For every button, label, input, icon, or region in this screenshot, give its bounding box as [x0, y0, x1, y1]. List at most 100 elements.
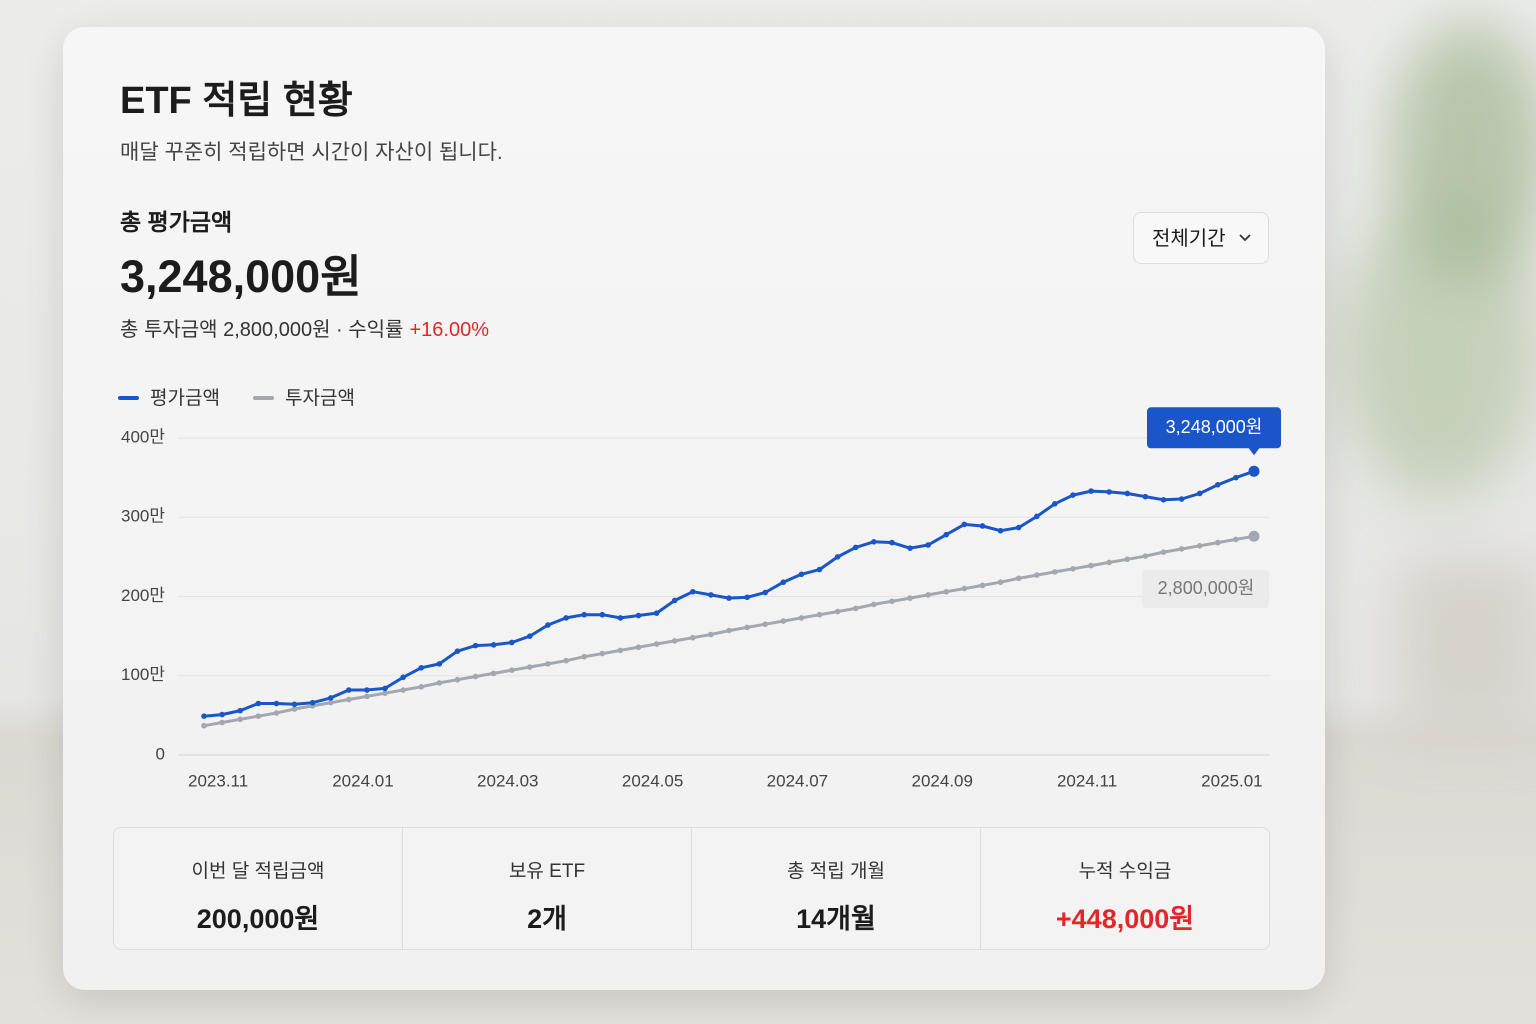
data-point — [852, 544, 859, 551]
data-point — [219, 719, 225, 726]
data-point — [1070, 492, 1076, 498]
data-point — [1088, 562, 1094, 569]
series-line — [203, 469, 1255, 718]
data-point — [689, 588, 696, 595]
x-tick-label: 2024.03 — [477, 771, 538, 790]
data-point — [201, 722, 207, 729]
background-plant — [1390, 20, 1536, 280]
data-point — [708, 592, 714, 598]
data-point — [798, 571, 805, 578]
callout-label: 3,248,000원 — [1166, 417, 1263, 437]
data-point — [1106, 559, 1112, 566]
data-point — [599, 611, 606, 618]
data-point — [1178, 546, 1185, 552]
data-point — [255, 713, 262, 719]
data-point — [1233, 474, 1239, 481]
data-point — [1124, 490, 1131, 497]
data-point — [1015, 524, 1022, 531]
x-tick-label: 2024.05 — [622, 771, 683, 790]
callout-box — [1147, 407, 1281, 449]
data-point — [617, 615, 624, 621]
y-tick-label: 100만 — [121, 665, 165, 684]
data-point — [925, 592, 931, 598]
stat: 총 적립 개월 14개월 — [692, 828, 981, 949]
data-point — [816, 611, 823, 618]
data-point — [237, 716, 244, 723]
stat-label: 누적 수익금 — [1078, 861, 1172, 882]
data-point — [527, 633, 533, 639]
stat-value: +448,000원 — [1055, 904, 1195, 934]
data-point — [834, 608, 841, 615]
data-point — [382, 690, 388, 696]
stat: 누적 수익금 +448,000원 — [981, 828, 1269, 949]
x-tick-label: 2025.01 — [1201, 771, 1262, 790]
data-point — [617, 647, 624, 654]
data-point — [327, 695, 334, 701]
summary-detail: 총 투자금액 2,800,000원 · 수익률 +16.00% — [120, 320, 489, 340]
data-point — [726, 595, 732, 601]
data-point — [400, 687, 406, 693]
data-point — [472, 642, 479, 649]
data-point — [871, 601, 877, 608]
data-point — [1178, 496, 1185, 502]
stat-value: 200,000원 — [196, 904, 320, 934]
data-point — [1196, 542, 1203, 549]
data-point — [925, 542, 931, 548]
stat-label: 이번 달 적립금액 — [191, 861, 325, 882]
data-point — [291, 701, 298, 708]
data-point — [852, 605, 859, 612]
y-tick-label: 400만 — [121, 427, 165, 446]
data-point — [1124, 556, 1131, 563]
data-point — [762, 621, 769, 628]
data-point — [346, 687, 352, 693]
data-point — [1015, 575, 1022, 582]
data-point — [762, 589, 769, 596]
data-point — [744, 624, 750, 631]
data-point — [1233, 536, 1239, 543]
data-point — [418, 665, 425, 671]
stats-bar: 이번 달 적립금액 200,000원 보유 ETF 2개 총 적립 개월 14개월 누… — [113, 827, 1270, 950]
data-point — [1196, 490, 1203, 497]
data-point — [671, 638, 678, 644]
y-tick-label: 200만 — [121, 586, 165, 605]
data-point — [780, 618, 787, 624]
stat-value: 2개 — [527, 904, 567, 934]
data-point — [1088, 488, 1094, 494]
data-point — [1214, 481, 1221, 488]
period-dropdown[interactable]: 전체기간 — [1133, 212, 1269, 264]
background-pot — [1400, 560, 1536, 730]
stat-label: 보유 ETF — [508, 861, 586, 882]
data-point — [997, 579, 1004, 586]
stat: 보유 ETF 2개 — [403, 828, 692, 949]
data-point — [581, 611, 587, 618]
data-point — [907, 595, 913, 601]
data-point — [1070, 565, 1076, 572]
data-point — [726, 627, 732, 634]
data-point — [508, 639, 515, 646]
invested-text: 총 투자금액 2,800,000원 · 수익률 — [120, 319, 404, 341]
data-point — [1033, 513, 1040, 520]
data-point — [382, 685, 388, 692]
legend-label: 평가금액 — [150, 387, 220, 409]
data-point — [943, 531, 950, 538]
dropdown-label: 전체기간 — [1152, 228, 1226, 250]
data-point — [653, 610, 660, 616]
data-point — [490, 642, 497, 648]
return-rate: +16.00% — [409, 319, 489, 341]
data-point — [834, 554, 841, 560]
data-point — [1160, 549, 1167, 555]
data-point — [671, 597, 678, 604]
data-point — [291, 706, 298, 712]
data-point — [237, 707, 244, 714]
data-point — [545, 622, 551, 628]
data-point — [1248, 465, 1260, 477]
data-point — [1033, 572, 1040, 578]
stat: 이번 달 적립금액 200,000원 — [114, 828, 403, 949]
title: ETF 적립 현황 — [120, 80, 353, 122]
data-point — [889, 539, 895, 546]
data-point — [943, 588, 950, 595]
summary-label: 총 평가금액 — [120, 209, 233, 235]
data-point — [889, 598, 895, 605]
